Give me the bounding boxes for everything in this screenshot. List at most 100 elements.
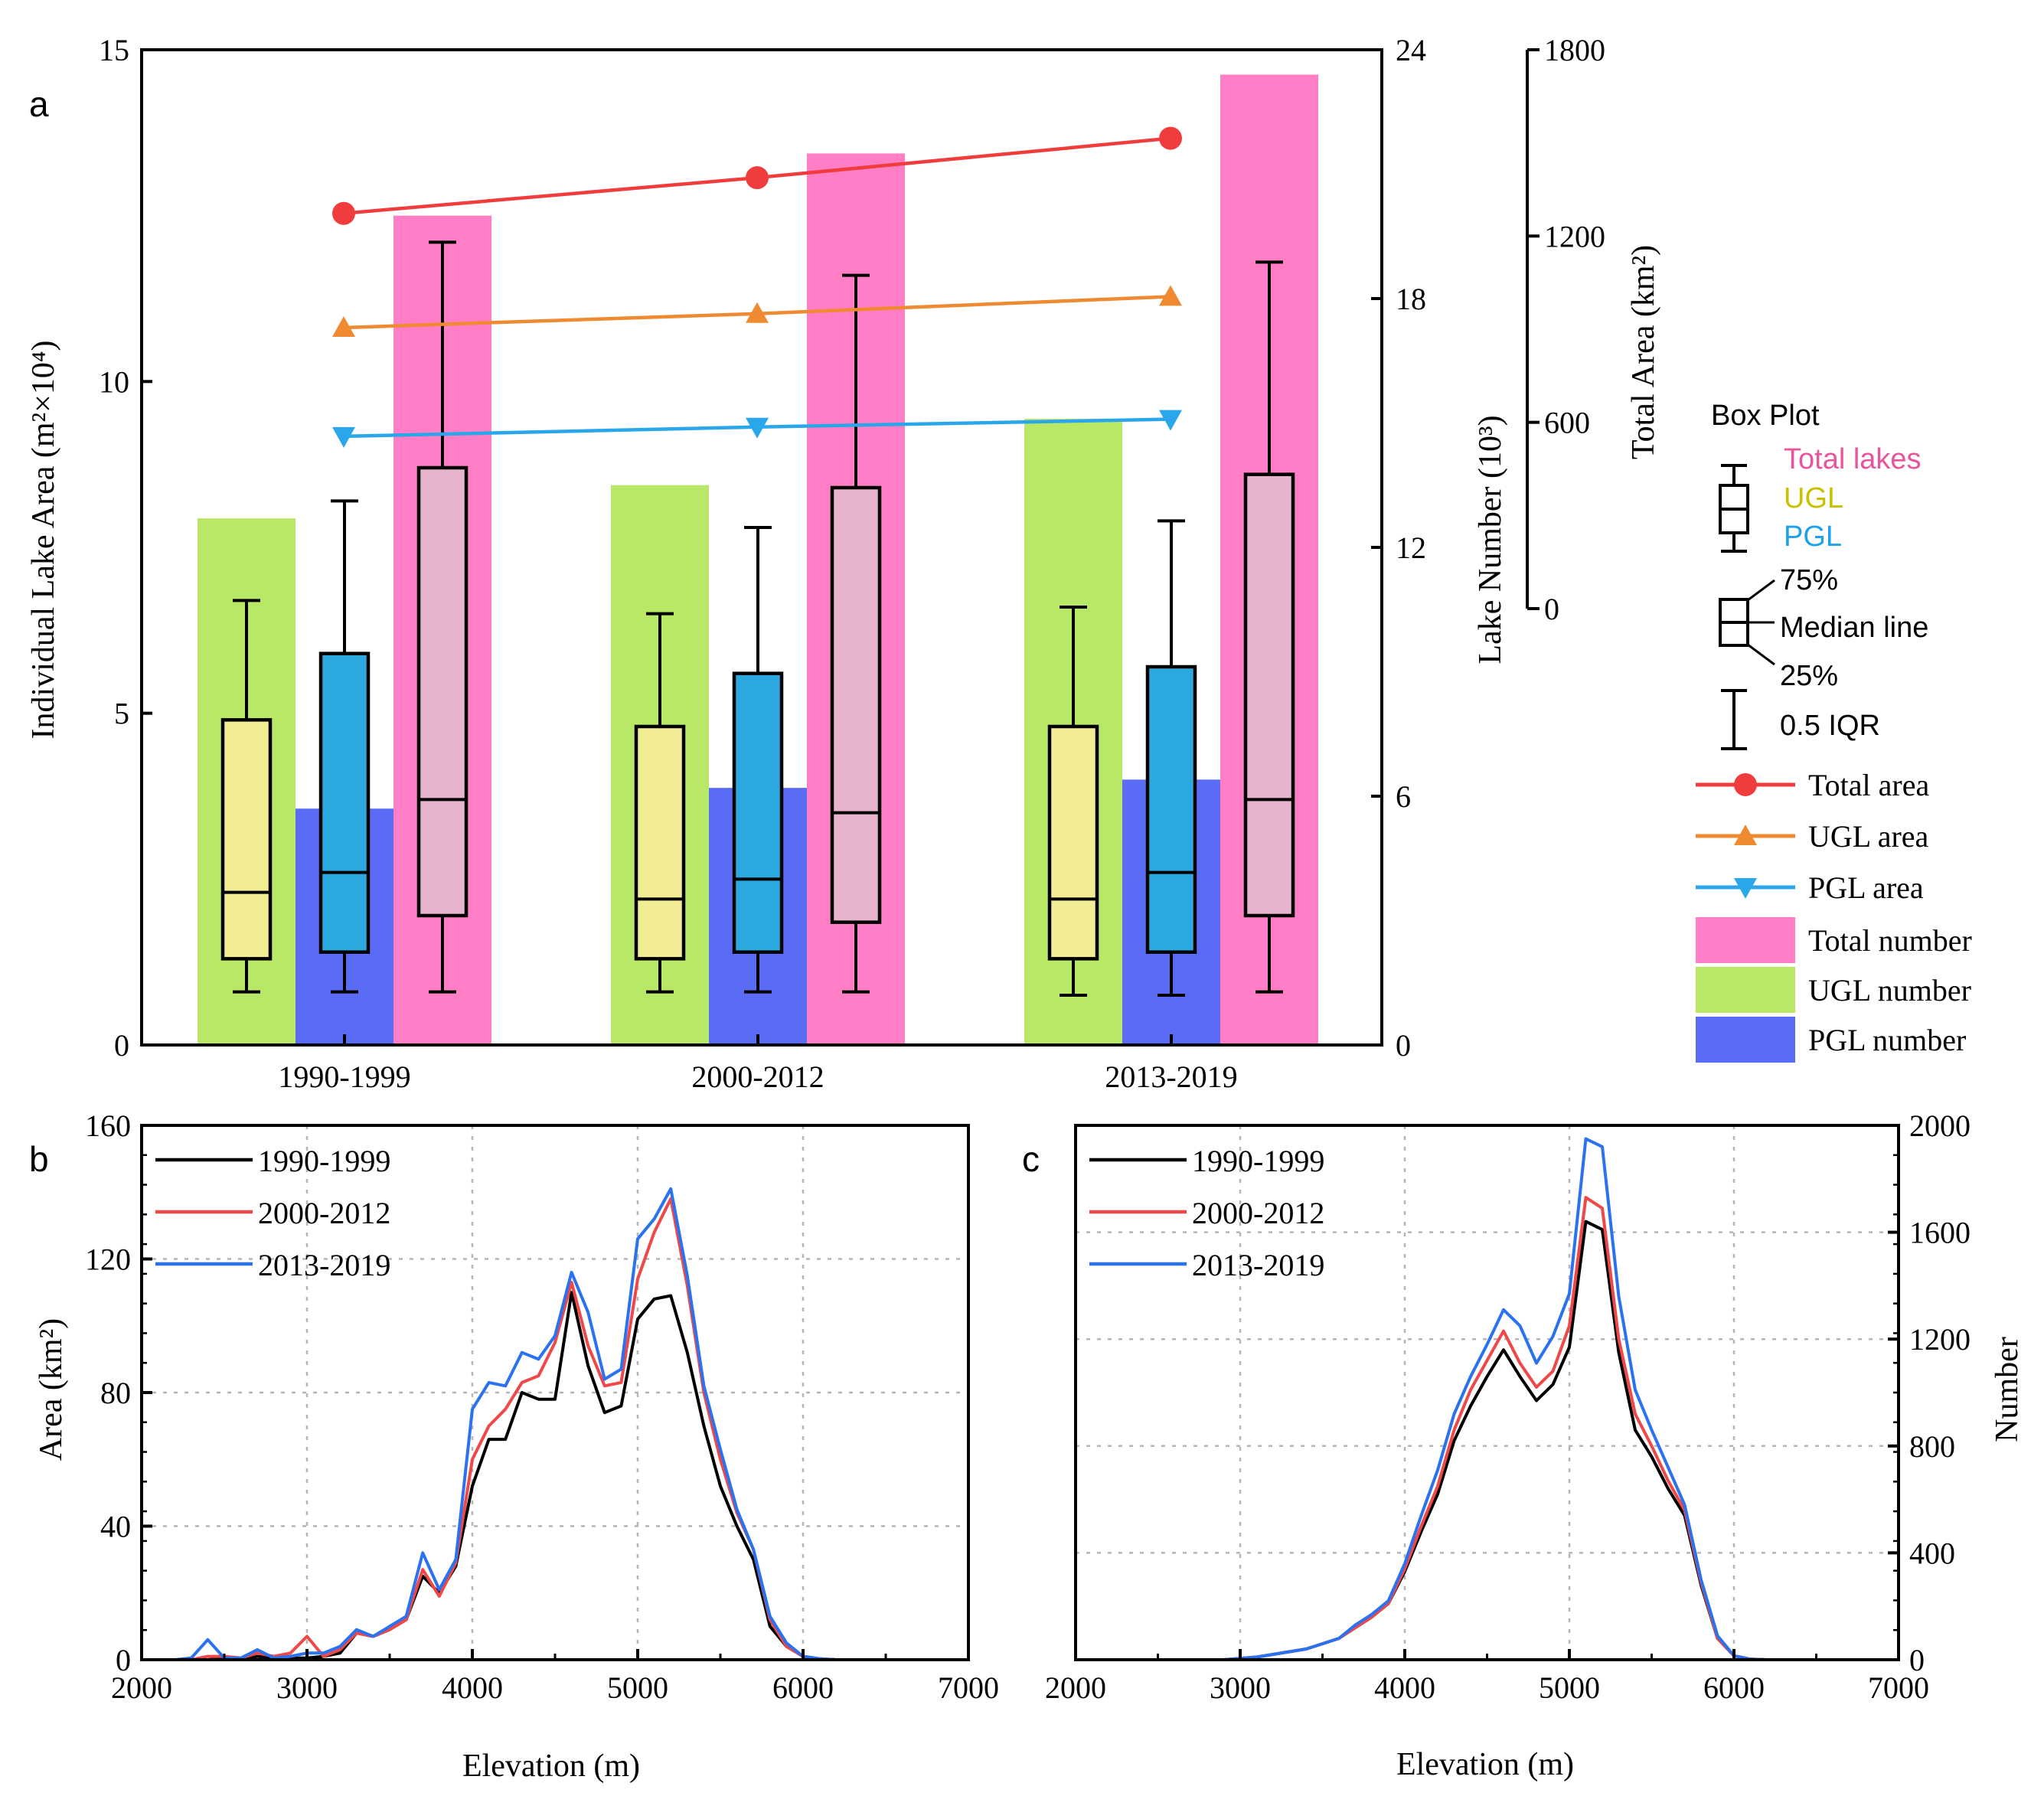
a-ytick-label: 10 (99, 364, 129, 399)
legend-marker-pgl-area (1734, 878, 1757, 899)
b-xlabel: Elevation (m) (462, 1749, 640, 1784)
legend-label-total-area: Total area (1808, 768, 1929, 802)
box-iqr-rect (1047, 724, 1099, 961)
legend-25pct-pointer (1747, 643, 1775, 666)
box-total-lakes-1 (830, 273, 882, 994)
c-grid (1076, 1125, 1899, 1660)
legend-label-pgl-number: PGL number (1808, 1023, 1966, 1057)
b-line-2013-2019 (174, 1187, 853, 1661)
legend-marker-total-area (1734, 773, 1757, 796)
marker-pgl-area-0 (332, 426, 355, 448)
legend-label-total-number: Total number (1808, 923, 1972, 958)
c-xtick-label: 5000 (1539, 1670, 1600, 1705)
a-y3tick-label: 1200 (1544, 219, 1605, 253)
c-xtick-label: 7000 (1868, 1670, 1929, 1705)
legend-label-pgl-area: PGL area (1808, 870, 1924, 905)
a-xtick-label: 2013-2019 (1105, 1060, 1237, 1094)
box-pgl-2 (1145, 519, 1197, 997)
a-y2label: Lake Number (10³) (1473, 415, 1508, 664)
b-xtick-label: 2000 (111, 1670, 172, 1705)
marker-ugl-area-2 (1159, 285, 1182, 306)
c-legend-label-2013-2019: 2013-2019 (1192, 1248, 1324, 1282)
a-axes: 0 5 10 15 0 6 12 18 24 1990-1999 2000-2012 2013-201… (99, 33, 1605, 1094)
b-xtick-label: 7000 (938, 1670, 999, 1705)
b-line-1990-1999 (175, 1291, 853, 1661)
c-ytick-label: 1600 (1909, 1216, 1971, 1250)
c-xtick-label: 4000 (1374, 1670, 1435, 1705)
legend-label-ugl-area: UGL area (1808, 819, 1929, 854)
legend-median-line: Median line (1780, 612, 1928, 644)
a-y3tick-label: 1800 (1544, 33, 1605, 67)
box-total-lakes-2 (1243, 260, 1295, 994)
c-xtick-label: 3000 (1210, 1670, 1271, 1705)
legend-total-lakes: Total lakes (1784, 443, 1922, 475)
legend-swatch-ugl-number (1696, 967, 1795, 1013)
c-xtick-label: 6000 (1703, 1670, 1765, 1705)
legend-box-plot-title: Box Plot (1711, 400, 1820, 432)
box-total-lakes-0 (416, 240, 469, 994)
box-pgl-0 (318, 499, 371, 994)
b-ytick-label: 40 (100, 1510, 131, 1544)
panel-c-label: c (1022, 1139, 1040, 1179)
box-iqr-rect (830, 485, 882, 924)
b-legend: 1990-1999 2000-2012 2013-2019 (155, 1144, 390, 1282)
legend-median-icon (1719, 579, 1775, 666)
a-y3label: Total Area (km²) (1626, 245, 1661, 459)
a-legend: Box Plot Total lakes UGL PGL 75% Median … (1696, 400, 1972, 1063)
box-ugl-0 (220, 599, 273, 994)
a-y2tick-label: 24 (1396, 33, 1426, 67)
a-ylabel: Individual Lake Area (m²×10⁴) (26, 341, 61, 740)
panel-b-label: b (29, 1139, 49, 1179)
legend-series: Total area UGL area PGL area Total number UG… (1696, 768, 1972, 1063)
box-ugl-1 (634, 612, 686, 994)
b-legend-label-2000-2012: 2000-2012 (258, 1196, 390, 1230)
legend-box-icon (1719, 464, 1749, 553)
b-xtick-label: 5000 (607, 1670, 668, 1705)
a-lines (332, 126, 1182, 448)
panel-a-label: a (29, 84, 49, 124)
a-ytick-label: 0 (114, 1028, 129, 1063)
box-iqr-rect (220, 718, 273, 961)
box-iqr-rect (732, 671, 784, 954)
box-iqr-rect (1145, 665, 1197, 954)
marker-total-area-2 (1159, 126, 1182, 150)
a-y3tick-label: 0 (1544, 592, 1559, 626)
c-ylabel: Number (1990, 1337, 2025, 1442)
marker-total-area-0 (332, 201, 355, 225)
marker-pgl-area-1 (746, 417, 769, 439)
box-ugl-2 (1047, 606, 1099, 997)
c-ytick-label: 400 (1909, 1536, 1955, 1570)
box-iqr-rect (416, 465, 469, 918)
b-ytick-label: 120 (85, 1243, 131, 1277)
marker-ugl-area-0 (332, 315, 355, 337)
b-xtick-label: 3000 (276, 1670, 338, 1705)
a-ytick-label: 15 (99, 33, 129, 67)
c-xtick-label: 2000 (1045, 1670, 1106, 1705)
b-ylabel: Area (km²) (34, 1318, 69, 1461)
b-legend-label-1990-1999: 1990-1999 (258, 1144, 390, 1178)
legend-pgl: PGL (1784, 521, 1842, 553)
legend-iqr-icon (1721, 689, 1747, 750)
legend-ugl: UGL (1784, 482, 1843, 514)
c-ytick-label: 0 (1909, 1643, 1925, 1677)
legend-label-ugl-number: UGL number (1808, 973, 1971, 1007)
c-legend-label-1990-1999: 1990-1999 (1192, 1144, 1324, 1178)
c-legend-label-2000-2012: 2000-2012 (1192, 1196, 1324, 1230)
b-ytick-label: 80 (100, 1376, 131, 1410)
legend-swatch-total-number (1696, 917, 1795, 963)
legend-75pct: 75% (1780, 564, 1838, 596)
legend-swatch-pgl-number (1696, 1017, 1795, 1063)
b-xtick-label: 6000 (772, 1670, 834, 1705)
a-y2tick-label: 12 (1396, 531, 1426, 565)
chart-a: 0 5 10 15 0 6 12 18 24 1990-1999 2000-2012 2013-201… (26, 33, 1972, 1094)
legend-iqr: 0.5 IQR (1780, 710, 1880, 742)
marker-ugl-area-1 (746, 302, 769, 323)
box-iqr-rect (318, 651, 371, 954)
marker-total-area-1 (746, 166, 769, 190)
a-boxes (220, 240, 1295, 997)
box-pgl-1 (732, 526, 784, 994)
legend-marker-ugl-area (1734, 825, 1757, 845)
a-ytick-label: 5 (114, 697, 129, 731)
